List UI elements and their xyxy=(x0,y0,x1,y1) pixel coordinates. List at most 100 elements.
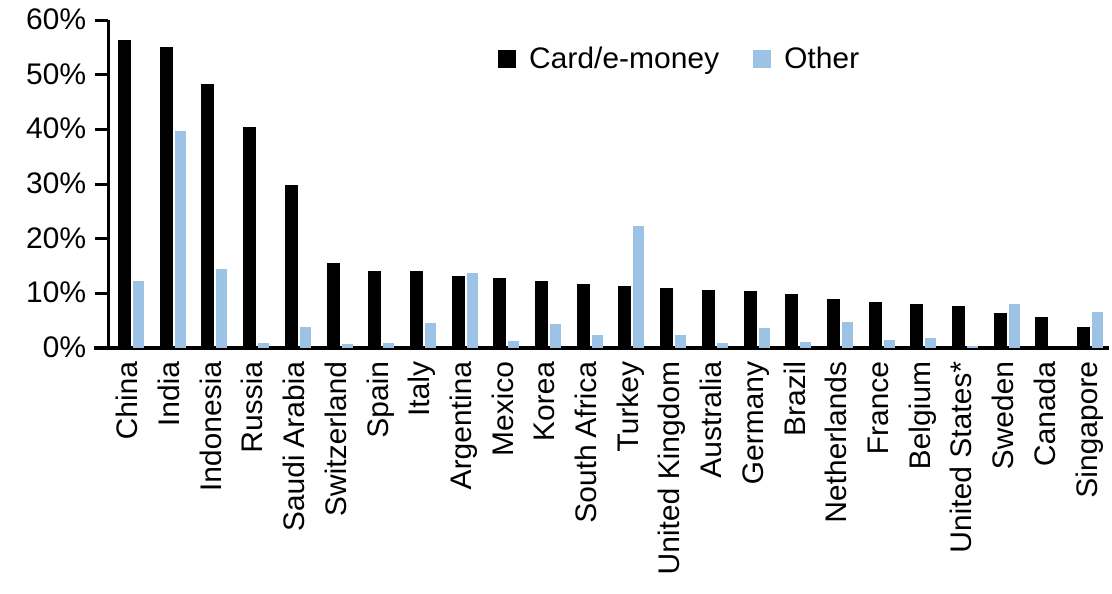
x-axis-label: United Kingdom xyxy=(653,361,687,575)
x-axis-label: Australia xyxy=(695,361,729,478)
bar-card xyxy=(493,278,507,348)
bar-group-korea xyxy=(524,20,566,348)
x-axis-label: Russia xyxy=(236,361,270,453)
bar-other xyxy=(133,281,144,348)
plot-area xyxy=(107,20,1108,348)
bar-card xyxy=(451,275,465,348)
bar-other xyxy=(1008,304,1020,348)
bar-other xyxy=(550,323,562,348)
bar-other xyxy=(508,340,520,348)
x-axis-line xyxy=(94,346,1109,350)
x-axis-label: Singapore xyxy=(1070,361,1104,498)
y-axis-label: 40% xyxy=(25,112,86,146)
bar-card xyxy=(785,293,799,348)
x-label-cell: China xyxy=(107,361,149,594)
bar-other xyxy=(341,343,353,348)
x-axis-label: Netherlands xyxy=(820,361,854,523)
bar-other xyxy=(258,343,270,348)
x-label-cell: Mexico xyxy=(482,361,524,594)
bar-other xyxy=(800,342,812,348)
bar-group-australia xyxy=(691,20,733,348)
x-axis-label: South Africa xyxy=(570,361,604,523)
x-label-cell: South Africa xyxy=(566,361,608,594)
bar-card xyxy=(535,281,549,348)
x-axis-label: Switzerland xyxy=(319,361,353,517)
bar-card xyxy=(118,40,131,348)
y-axis-label: 0% xyxy=(42,331,86,364)
bar-other xyxy=(216,269,228,348)
x-label-cell: Italy xyxy=(399,361,441,594)
legend: Card/e-money Other xyxy=(498,42,859,76)
x-axis-label: Sweden xyxy=(987,361,1021,470)
x-axis-label: United States* xyxy=(945,361,979,553)
bar-other xyxy=(1092,311,1104,348)
legend-item-other: Other xyxy=(753,42,859,76)
x-label-cell: Spain xyxy=(357,361,399,594)
x-axis-label: France xyxy=(862,361,895,455)
x-axis-label: China xyxy=(111,361,145,440)
bar-card xyxy=(660,288,674,348)
legend-swatch-other-icon xyxy=(753,50,772,68)
bar-group-argentina xyxy=(441,20,483,348)
x-label-cell: Canada xyxy=(1024,361,1066,594)
y-axis-tick xyxy=(95,182,108,186)
bar-other xyxy=(383,342,395,348)
y-axis-label: 30% xyxy=(25,167,86,200)
bar-group-mexico xyxy=(482,20,524,348)
x-label-cell: India xyxy=(149,361,191,594)
bar-card xyxy=(409,271,423,348)
x-label-cell: Switzerland xyxy=(316,361,358,594)
bar-other xyxy=(424,322,436,348)
bar-other xyxy=(299,327,311,348)
bar-group-canada xyxy=(1024,20,1066,348)
legend-item-card-e-money: Card/e-money xyxy=(498,42,719,76)
bar-card xyxy=(243,127,257,348)
bar-other xyxy=(675,335,687,348)
bar-group-turkey xyxy=(607,20,649,348)
x-label-cell: France xyxy=(858,361,900,594)
legend-label-card-e-money: Card/e-money xyxy=(529,42,720,75)
x-axis-label: Belgium xyxy=(903,361,937,470)
x-label-cell: Turkey xyxy=(607,361,649,594)
bar-other xyxy=(758,327,770,348)
bar-card xyxy=(701,290,715,348)
x-axis-label: Saudi Arabia xyxy=(278,361,312,532)
bar-group-india xyxy=(149,20,191,348)
x-axis-label: Spain xyxy=(361,361,395,438)
bar-card xyxy=(618,285,632,348)
bar-group-belgium xyxy=(899,20,941,348)
bar-other xyxy=(967,346,979,348)
x-axis-label: Mexico xyxy=(486,361,520,457)
y-axis-tick xyxy=(95,237,108,241)
bar-group-singapore xyxy=(1066,20,1108,348)
y-axis-tick xyxy=(95,127,108,131)
x-axis-label: Turkey xyxy=(611,361,645,452)
x-axis-label: Argentina xyxy=(444,361,478,490)
bar-other xyxy=(883,339,895,348)
x-label-cell: Argentina xyxy=(441,361,483,594)
y-axis-label: 50% xyxy=(25,57,86,91)
x-axis-label: Germany xyxy=(736,361,770,485)
y-axis-line xyxy=(107,20,110,350)
bar-group-united-kingdom xyxy=(649,20,691,348)
bar-group-brazil xyxy=(774,20,816,348)
x-axis-label: Indonesia xyxy=(194,361,228,492)
bar-group-united-states- xyxy=(941,20,983,348)
y-axis-label: 60% xyxy=(25,3,86,36)
legend-swatch-card-icon xyxy=(498,50,516,68)
bar-group-netherlands xyxy=(816,20,858,348)
x-label-cell: United States* xyxy=(941,361,983,594)
bar-card xyxy=(952,305,966,348)
x-label-cell: Germany xyxy=(733,361,775,594)
bar-other xyxy=(716,342,728,348)
y-axis-tick xyxy=(95,291,108,295)
x-axis-label: Korea xyxy=(528,361,562,442)
bar-card xyxy=(868,302,882,348)
x-label-cell: Netherlands xyxy=(816,361,858,594)
bar-card xyxy=(284,185,298,348)
bar-card xyxy=(1035,316,1049,348)
bar-group-saudi-arabia xyxy=(274,20,316,348)
x-axis-label: Brazil xyxy=(778,361,812,437)
bar-card xyxy=(826,298,840,348)
